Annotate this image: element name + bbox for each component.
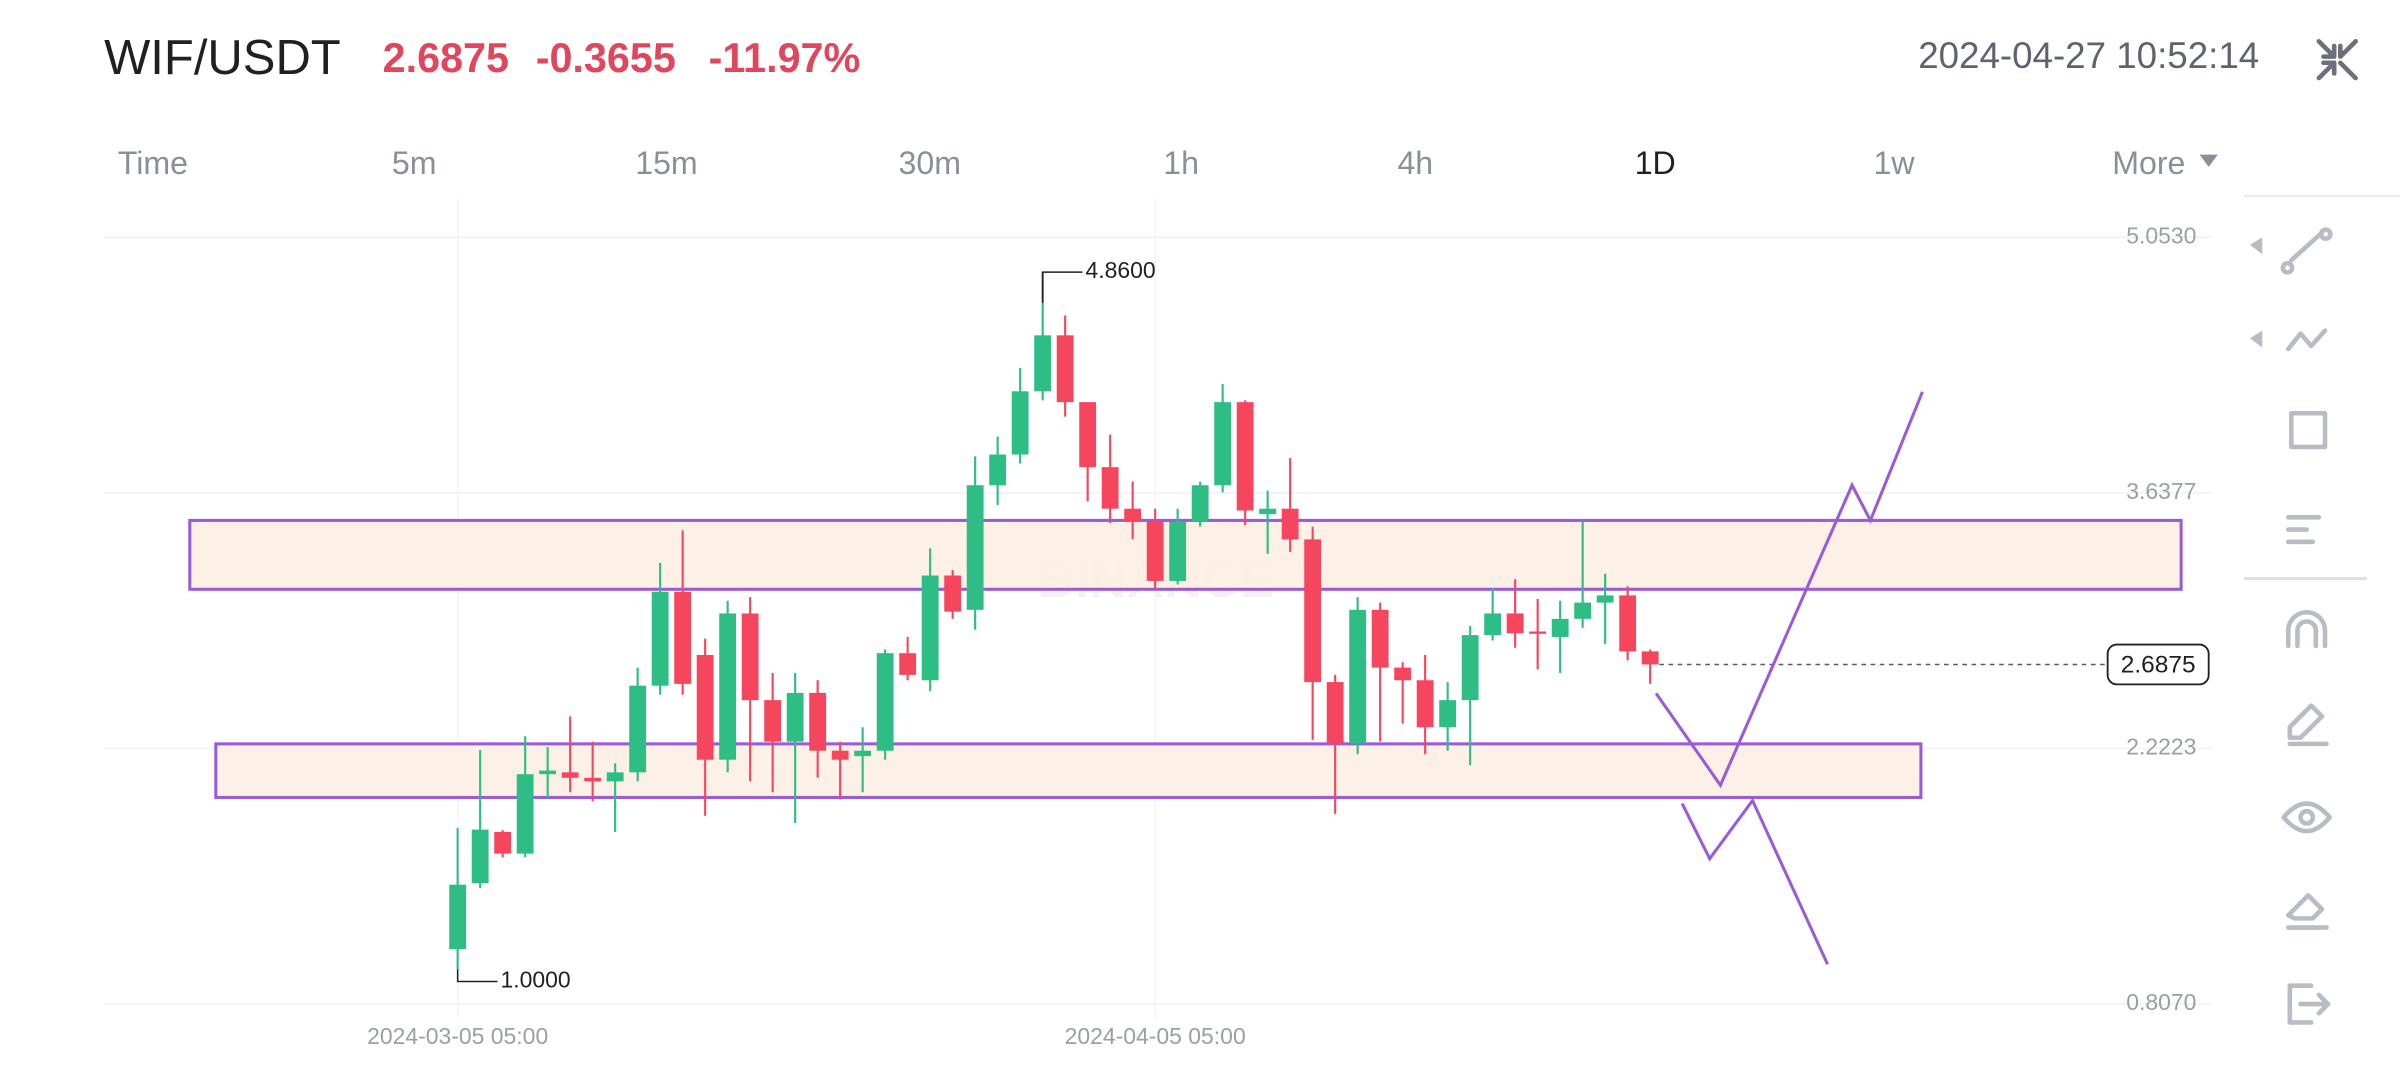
- high-marker-line: [1041, 271, 1083, 303]
- text-tool[interactable]: [2285, 515, 2322, 545]
- candle-body: [1236, 402, 1254, 511]
- candle-body: [606, 772, 624, 782]
- candle-body: [471, 829, 489, 884]
- candle-body: [1641, 651, 1659, 665]
- candle-body: [1034, 335, 1052, 392]
- timeframe-tab[interactable]: Time: [118, 145, 188, 181]
- candle-body: [1214, 402, 1232, 486]
- candle-body: [989, 454, 1007, 486]
- candle-body: [1169, 521, 1187, 581]
- candle-body: [561, 772, 579, 778]
- candle-body: [696, 654, 714, 760]
- candle-body: [1394, 667, 1412, 681]
- timestamp: 2024-04-27 10:52:14: [1918, 35, 2259, 76]
- timeframe-tab[interactable]: 5m: [392, 145, 437, 181]
- x-tick-label: 2024-04-05 05:00: [1065, 1023, 1246, 1049]
- candle-body: [741, 613, 759, 701]
- rect-tool[interactable]: [2289, 410, 2328, 450]
- candle-body: [629, 685, 647, 773]
- timeframe-tab[interactable]: 1D: [1635, 145, 1676, 181]
- timeframe-tab[interactable]: 4h: [1397, 145, 1433, 181]
- candle-body: [1551, 618, 1569, 637]
- last-price-box: [2106, 643, 2210, 686]
- low-marker-line: [456, 969, 498, 983]
- candle-body: [1056, 335, 1074, 403]
- chart: BINANCE5.05303.63772.22230.80702024-03-0…: [104, 198, 2212, 1049]
- timeframe-tab[interactable]: 15m: [635, 145, 698, 181]
- candle-body: [1079, 402, 1097, 468]
- dropdown-caret: [2199, 154, 2218, 167]
- candle-body: [1506, 613, 1524, 634]
- last-price-label: 2.6875: [2121, 651, 2196, 678]
- toolbar: [2250, 227, 2333, 1025]
- visibility-tool[interactable]: [2281, 801, 2332, 834]
- pen-tool[interactable]: [2287, 703, 2329, 747]
- logout-tool[interactable]: [2287, 983, 2331, 1025]
- candle-body: [1146, 521, 1164, 581]
- candle-body: [809, 692, 827, 751]
- candle-body: [584, 777, 602, 782]
- price-change: -0.3655: [536, 35, 676, 81]
- trendline-tool[interactable]: [2280, 227, 2333, 275]
- candle-body: [854, 750, 872, 757]
- timeframe-tab[interactable]: 30m: [898, 145, 961, 181]
- exit-fullscreen[interactable]: [2316, 39, 2358, 81]
- candle-body: [921, 575, 939, 681]
- magnet-tool[interactable]: [2285, 610, 2328, 649]
- candle-body: [494, 831, 512, 854]
- candle-body: [1124, 508, 1142, 522]
- price-change-pct: -11.97%: [709, 35, 861, 81]
- timeframe-tab[interactable]: 1h: [1163, 145, 1199, 181]
- candle-body: [1191, 485, 1209, 522]
- candle-body: [1259, 508, 1277, 515]
- candle-body: [1461, 635, 1479, 701]
- candle-body: [831, 750, 849, 760]
- candle-body: [1529, 631, 1547, 634]
- high-marker-label: 4.8600: [1086, 257, 1156, 283]
- projection-path: [1654, 391, 1924, 789]
- y-tick-label: 3.6377: [2126, 478, 2196, 504]
- projection-path: [1680, 797, 1829, 965]
- eraser-tool[interactable]: [2285, 893, 2329, 930]
- timeframe-tab[interactable]: 1w: [1873, 145, 1915, 181]
- candle-body: [539, 770, 557, 775]
- candle-body: [876, 653, 894, 751]
- candle-body: [1011, 391, 1029, 455]
- candle-body: [1574, 602, 1592, 619]
- candle-body: [674, 591, 692, 684]
- y-tick-label: 0.8070: [2126, 989, 2196, 1015]
- candle-body: [764, 700, 782, 742]
- y-tick-label: 5.0530: [2126, 222, 2196, 248]
- candle-body: [1101, 467, 1119, 509]
- candle-body: [786, 692, 804, 742]
- price: 2.6875: [383, 35, 509, 81]
- candle-body: [1326, 682, 1344, 744]
- candle-body: [1416, 680, 1434, 728]
- candle-body: [1371, 609, 1389, 668]
- candle-body: [1439, 700, 1457, 728]
- candle-body: [966, 485, 984, 610]
- candle-body: [1484, 613, 1502, 636]
- candle-body: [719, 613, 737, 760]
- low-marker-label: 1.0000: [501, 967, 571, 993]
- candle-body: [516, 774, 534, 854]
- x-tick-label: 2024-03-05 05:00: [367, 1023, 548, 1049]
- fib-tool[interactable]: [2285, 328, 2328, 352]
- timeframe-tab[interactable]: More: [2112, 145, 2185, 181]
- y-tick-label: 2.2223: [2126, 734, 2196, 760]
- candle-body: [1304, 539, 1322, 683]
- support-zone: [214, 742, 1923, 799]
- pair-title: WIF/USDT: [104, 31, 341, 85]
- candle-body: [1596, 595, 1614, 603]
- candle-body: [899, 653, 917, 675]
- candle-body: [1619, 595, 1637, 652]
- candle-body: [1349, 609, 1367, 744]
- candle-body: [651, 591, 669, 686]
- candle-body: [449, 884, 467, 949]
- candle-body: [1281, 508, 1299, 540]
- candle-body: [944, 575, 962, 612]
